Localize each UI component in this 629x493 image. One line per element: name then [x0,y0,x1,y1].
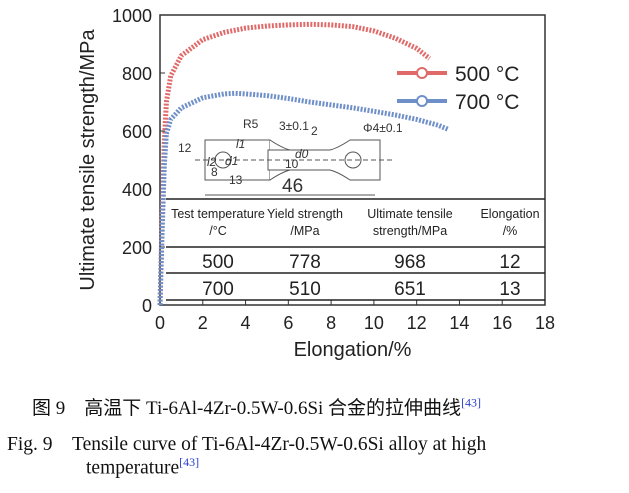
tensile-chart: 0 2 4 6 8 10 12 14 16 1802004006008001000Elongati… [77,6,555,361]
table-header: /MPa [290,224,319,238]
caption-en-1: Fig. 9 Tensile curve of Ti-6Al-4Zr-0.5W-… [7,434,487,455]
y-tick-label: 1000 [112,6,152,26]
x-tick-label: 8 [326,313,336,333]
legend-label: 500 °C [455,63,519,86]
table-cell: 13 [499,279,520,300]
table-header: Test temperature [171,207,265,221]
y-tick-label: 600 [122,122,152,142]
plot-frame [159,14,546,306]
legend-marker [416,95,428,107]
table-header: strength/MPa [373,224,447,238]
legend-marker [416,67,428,79]
table-cell: 700 [202,279,234,300]
specimen-label: 13 [229,173,243,187]
specimen-label: Φ4±0.1 [363,121,403,135]
specimen-label: d0 [295,147,309,161]
series-line-500 [157,21,432,306]
caption-cn: 图 9 高温下 Ti-6Al-4Zr-0.5W-0.6Si 合金的拉伸曲线[43… [32,395,482,419]
specimen-label: 10 [285,157,299,171]
ref-link[interactable]: [43] [179,455,200,469]
x-tick-label: 4 [241,313,251,333]
specimen-label: 2 [311,124,318,138]
y-tick-label: 400 [122,180,152,200]
table-cell: 12 [499,252,520,273]
table-header: /°C [209,224,227,238]
table-header: Ultimate tensile [367,207,452,221]
y-tick-label: 200 [122,238,152,258]
specimen-label: l1 [236,137,245,151]
table-cell: 651 [394,279,426,300]
table-header: /% [503,224,518,238]
specimen-label: 12 [178,141,192,155]
ref-link[interactable]: [43] [461,395,482,410]
specimen-label: d1 [225,154,238,168]
specimen-label: 8 [211,165,218,179]
x-tick-label: 10 [364,313,384,333]
specimen-label: 46 [282,176,303,197]
series-line-700 [157,90,450,306]
x-tick-label: 2 [198,313,208,333]
y-axis-label: Ultimate tensile strength/MPa [77,29,99,291]
x-tick-label: 16 [492,313,512,333]
x-axis-label: Elongation/% [294,339,412,361]
specimen-label: l2 [207,155,217,169]
x-tick-label: 14 [449,313,469,333]
x-tick-label: 18 [535,313,555,333]
x-tick-label: 12 [407,313,427,333]
table-header: Elongation [480,207,539,221]
table-cell: 500 [202,252,234,273]
table-cell: 510 [289,279,321,300]
table-cell: 968 [394,252,426,273]
x-tick-label: 6 [283,313,293,333]
table-cell: 778 [289,252,321,273]
x-tick-label: 0 [155,313,165,333]
specimen-label: R5 [243,117,259,131]
table-header: Yield strength [267,207,343,221]
caption-en-2: temperature[43] [86,455,200,479]
y-tick-label: 800 [122,64,152,84]
specimen-hole [344,151,362,169]
y-tick-label: 0 [142,296,152,316]
legend-label: 700 °C [455,91,519,114]
specimen-label: 3±0.1 [279,119,309,133]
